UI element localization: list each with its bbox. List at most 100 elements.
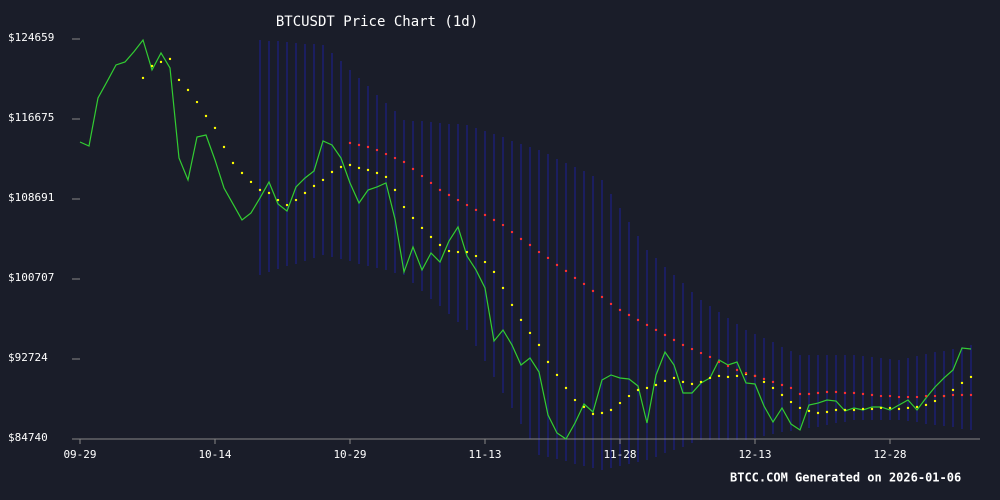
- average-dot: [960, 393, 964, 397]
- average-dot: [303, 191, 307, 195]
- x-tick-label: 11-13: [468, 448, 501, 461]
- average-dot: [951, 393, 955, 397]
- average-dot: [510, 303, 514, 307]
- average-dot: [726, 364, 730, 368]
- average-dot: [483, 260, 487, 264]
- average-dot: [969, 375, 973, 379]
- average-dot: [618, 401, 622, 405]
- average-dot: [879, 394, 883, 398]
- average-dot: [762, 377, 766, 381]
- average-dot: [870, 393, 874, 397]
- average-dot: [528, 331, 532, 335]
- average-dot: [708, 376, 712, 380]
- average-dot: [780, 383, 784, 387]
- average-dot: [402, 160, 406, 164]
- average-dot: [474, 254, 478, 258]
- y-tick-label: $108691: [8, 191, 54, 204]
- average-dot: [897, 407, 901, 411]
- average-dot: [672, 376, 676, 380]
- average-dot: [276, 198, 280, 202]
- average-dot: [564, 386, 568, 390]
- average-dot: [312, 184, 316, 188]
- average-dot: [627, 394, 631, 398]
- average-dot: [969, 393, 973, 397]
- x-tick-label: 10-29: [333, 448, 366, 461]
- average-dot: [888, 394, 892, 398]
- average-dot: [663, 379, 667, 383]
- average-dot: [483, 213, 487, 217]
- average-dot: [825, 390, 829, 394]
- average-dot: [438, 188, 442, 192]
- average-dot: [546, 256, 550, 260]
- average-dot: [771, 386, 775, 390]
- average-dot: [294, 198, 298, 202]
- average-dot: [249, 180, 253, 184]
- average-dot: [807, 392, 811, 396]
- average-dot: [933, 394, 937, 398]
- average-dot: [816, 411, 820, 415]
- average-dot: [375, 171, 379, 175]
- average-dot: [546, 360, 550, 364]
- average-dot: [393, 156, 397, 160]
- average-dot: [393, 188, 397, 192]
- average-dot: [798, 392, 802, 396]
- average-dot: [456, 198, 460, 202]
- average-dot: [492, 218, 496, 222]
- average-dot: [843, 391, 847, 395]
- average-dot: [537, 250, 541, 254]
- average-dot: [609, 302, 613, 306]
- average-dot: [402, 205, 406, 209]
- average-dot: [672, 338, 676, 342]
- average-dot: [573, 398, 577, 402]
- average-dot: [654, 328, 658, 332]
- average-dot: [384, 152, 388, 156]
- average-dot: [321, 178, 325, 182]
- y-tick-label: $92724: [8, 351, 48, 364]
- average-dot: [339, 165, 343, 169]
- average-dot: [645, 386, 649, 390]
- average-dot: [492, 270, 496, 274]
- average-dot: [771, 380, 775, 384]
- average-dot: [924, 403, 928, 407]
- average-dot: [861, 407, 865, 411]
- average-dot: [411, 167, 415, 171]
- average-dot: [780, 393, 784, 397]
- average-dot: [645, 323, 649, 327]
- y-tick-label: $100707: [8, 271, 54, 284]
- price-line: [79, 38, 972, 440]
- x-tick-label: 09-29: [63, 448, 96, 461]
- average-dot: [582, 282, 586, 286]
- average-dot: [636, 318, 640, 322]
- average-dot: [375, 148, 379, 152]
- average-dot: [798, 406, 802, 410]
- average-dot: [942, 394, 946, 398]
- average-dot: [357, 166, 361, 170]
- average-dot: [186, 88, 190, 92]
- average-dot: [690, 382, 694, 386]
- average-dot: [735, 368, 739, 372]
- average-dot: [222, 145, 226, 149]
- average-dot: [501, 286, 505, 290]
- average-dot: [870, 407, 874, 411]
- average-dot: [195, 100, 199, 104]
- average-dot: [231, 161, 235, 165]
- average-dot: [879, 406, 883, 410]
- average-dot: [852, 408, 856, 412]
- y-tick-label: $124659: [8, 31, 54, 44]
- average-dot: [636, 388, 640, 392]
- average-dot: [816, 391, 820, 395]
- average-dot: [609, 408, 613, 412]
- average-dot: [600, 295, 604, 299]
- average-dot: [240, 171, 244, 175]
- average-dot: [528, 243, 532, 247]
- average-dot: [501, 223, 505, 227]
- average-dot: [654, 383, 658, 387]
- average-dot: [834, 390, 838, 394]
- average-dot: [465, 250, 469, 254]
- average-dot: [582, 405, 586, 409]
- x-tick-label: 10-14: [198, 448, 231, 461]
- average-dot: [789, 386, 793, 390]
- average-dot: [627, 313, 631, 317]
- average-dot: [924, 394, 928, 398]
- average-dot: [510, 230, 514, 234]
